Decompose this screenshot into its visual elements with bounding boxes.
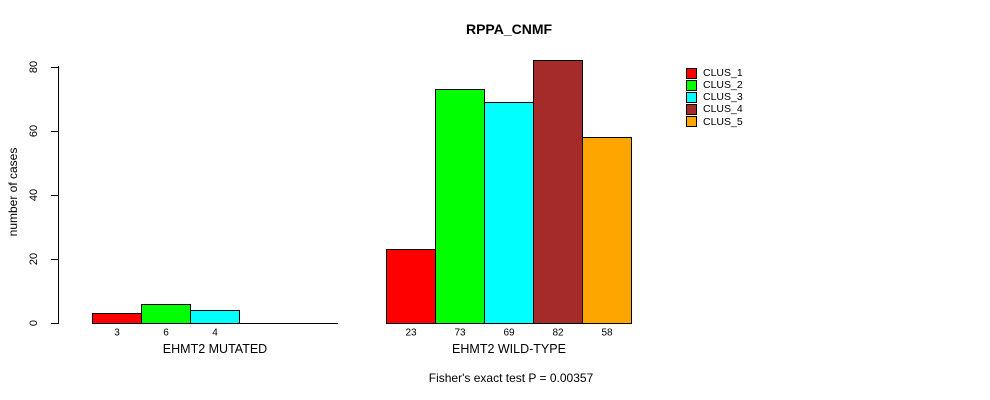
legend-label: CLUS_1 [703, 66, 743, 79]
legend-label: CLUS_2 [703, 79, 743, 92]
bar-value-label: 82 [552, 327, 564, 339]
legend-label: CLUS_3 [703, 91, 743, 104]
y-axis-tick-label: 40 [28, 188, 40, 201]
legend-label: CLUS_4 [703, 103, 743, 116]
chart-title: RPPA_CNMF [465, 21, 553, 37]
legend-swatch-clus_2 [686, 79, 697, 91]
legend-item: CLUS_1 [686, 67, 743, 79]
y-axis-tick-label: 80 [28, 60, 40, 73]
bar-clus_4 [533, 60, 583, 324]
y-axis-tick [51, 131, 58, 132]
group-label: EHMT2 WILD-TYPE [452, 342, 566, 356]
y-axis-tick [51, 67, 58, 68]
y-axis-label: number of cases [6, 147, 20, 237]
legend: CLUS_1 CLUS_2 CLUS_3 CLUS_4 CLUS_5 [686, 67, 743, 128]
group-label: EHMT2 MUTATED [162, 342, 268, 356]
bar-value-label: 58 [601, 327, 613, 339]
legend-item: CLUS_4 [686, 104, 743, 116]
legend-label: CLUS_5 [703, 115, 743, 128]
legend-swatch-clus_4 [686, 104, 697, 116]
legend-swatch-clus_5 [686, 116, 697, 128]
footnote: Fisher's exact test P = 0.00357 [428, 371, 594, 385]
y-axis-tick-label: 60 [28, 124, 40, 137]
y-axis-line [58, 66, 59, 324]
bar-clus_2 [435, 89, 485, 324]
y-axis-tick [51, 195, 58, 196]
bar-value-label: 69 [503, 327, 515, 339]
bar-value-label: 4 [212, 327, 218, 339]
bar-clus_3 [484, 102, 534, 324]
legend-swatch-clus_3 [686, 91, 697, 103]
legend-item: CLUS_5 [686, 116, 743, 128]
legend-item: CLUS_3 [686, 91, 743, 103]
bar-value-label: 3 [114, 327, 120, 339]
bar-clus_1 [386, 249, 436, 324]
bar-clus_2 [141, 304, 191, 324]
y-axis-tick-label: 0 [28, 319, 40, 327]
bar-clus_5 [582, 137, 632, 324]
bar-value-label: 6 [163, 327, 169, 339]
bar-clus_1 [92, 313, 142, 324]
y-axis-tick [51, 323, 58, 324]
bar-clus_3 [190, 310, 240, 324]
legend-swatch-clus_1 [686, 67, 697, 79]
y-axis-tick-label: 20 [28, 252, 40, 265]
legend-item: CLUS_2 [686, 79, 743, 91]
bar-value-label: 23 [405, 327, 417, 339]
bar-value-label: 73 [454, 327, 466, 339]
y-axis-tick [51, 259, 58, 260]
